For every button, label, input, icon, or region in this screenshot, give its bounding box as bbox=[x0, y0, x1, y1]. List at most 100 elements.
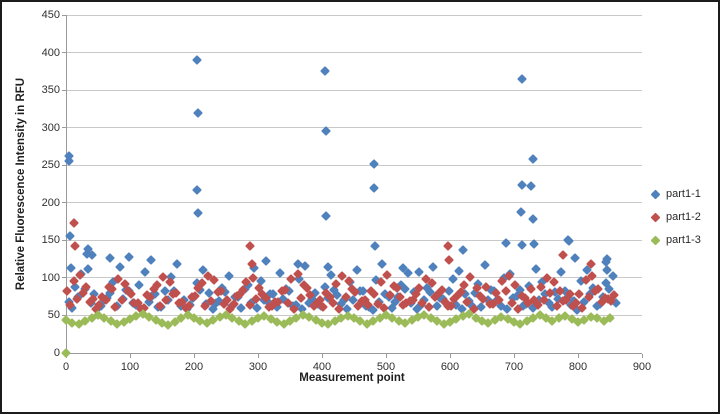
gridline bbox=[66, 202, 642, 204]
data-point bbox=[69, 218, 80, 228]
data-point bbox=[134, 280, 144, 291]
y-tick-label: 250 bbox=[41, 159, 60, 172]
y-tick-label: 350 bbox=[41, 84, 60, 97]
data-point bbox=[146, 254, 157, 265]
gridline bbox=[66, 164, 642, 166]
x-tick-mark bbox=[513, 354, 515, 358]
data-point bbox=[192, 185, 203, 195]
gridline bbox=[66, 14, 642, 16]
legend-diamond-icon bbox=[650, 189, 661, 200]
x-tick-label: 100 bbox=[120, 361, 140, 373]
legend-label: part1-1 bbox=[666, 188, 701, 200]
legend: part1-1 part1-2 part1-3 bbox=[650, 188, 701, 257]
legend-diamond-icon bbox=[650, 212, 661, 223]
data-point bbox=[516, 179, 527, 190]
y-tick-label: 150 bbox=[41, 234, 60, 247]
x-tick-label: 500 bbox=[376, 361, 396, 373]
data-point bbox=[454, 266, 464, 277]
data-point bbox=[557, 250, 568, 261]
y-axis-line bbox=[66, 15, 67, 353]
x-tick-label: 800 bbox=[568, 361, 588, 373]
x-tick-label: 200 bbox=[184, 361, 204, 373]
x-tick-mark bbox=[449, 354, 451, 358]
data-point bbox=[87, 250, 98, 261]
legend-diamond-icon bbox=[650, 235, 661, 246]
x-tick-mark bbox=[129, 354, 131, 358]
y-tick-mark bbox=[62, 239, 66, 241]
data-point bbox=[570, 252, 581, 263]
data-point bbox=[123, 251, 134, 262]
data-point bbox=[443, 240, 454, 251]
data-point bbox=[192, 55, 203, 66]
x-tick-label: 700 bbox=[504, 361, 524, 373]
x-tick-mark bbox=[257, 354, 259, 358]
y-tick-label: 400 bbox=[41, 46, 60, 59]
data-point bbox=[428, 262, 439, 273]
y-tick-label: 100 bbox=[41, 271, 60, 284]
data-point bbox=[516, 73, 527, 84]
data-point bbox=[140, 266, 151, 277]
data-point bbox=[260, 256, 271, 267]
data-point bbox=[526, 181, 537, 192]
y-tick-label: 50 bbox=[47, 309, 60, 322]
data-point bbox=[351, 264, 362, 275]
x-tick-mark bbox=[321, 354, 323, 358]
data-point bbox=[104, 253, 115, 264]
x-tick-mark bbox=[641, 354, 643, 358]
data-point bbox=[500, 286, 511, 297]
data-point bbox=[556, 266, 567, 277]
data-point bbox=[465, 272, 476, 283]
data-point bbox=[114, 261, 125, 272]
data-point bbox=[516, 239, 527, 250]
y-tick-mark bbox=[62, 202, 66, 204]
legend-item: part1-2 bbox=[650, 211, 701, 224]
x-tick-label: 400 bbox=[312, 361, 332, 373]
data-point bbox=[528, 214, 539, 225]
data-point bbox=[223, 270, 234, 281]
data-point bbox=[527, 154, 538, 165]
data-point bbox=[172, 259, 183, 270]
data-point bbox=[479, 260, 490, 271]
gridline bbox=[66, 277, 642, 279]
data-point bbox=[70, 240, 80, 251]
y-tick-mark bbox=[62, 127, 66, 129]
data-point bbox=[526, 284, 537, 295]
data-point bbox=[320, 66, 331, 77]
data-point bbox=[370, 240, 381, 251]
data-point bbox=[564, 236, 574, 247]
data-point bbox=[447, 274, 458, 285]
x-tick-label: 600 bbox=[440, 361, 460, 373]
gridline bbox=[66, 89, 642, 91]
y-tick-label: 0 bbox=[53, 347, 60, 359]
legend-item: part1-3 bbox=[650, 234, 701, 247]
data-point bbox=[368, 159, 379, 170]
data-point bbox=[193, 107, 204, 118]
x-tick-label: 900 bbox=[632, 361, 652, 373]
y-tick-label: 450 bbox=[41, 9, 60, 21]
legend-item: part1-1 bbox=[650, 188, 701, 201]
y-axis-title: Relative Fluorescence Intensity in RFU bbox=[15, 77, 27, 291]
data-point bbox=[413, 266, 424, 277]
data-point bbox=[245, 241, 256, 252]
data-point bbox=[66, 263, 77, 274]
x-tick-mark bbox=[193, 354, 195, 358]
data-point bbox=[444, 254, 455, 265]
data-point bbox=[192, 207, 203, 218]
data-point bbox=[530, 263, 541, 274]
legend-label: part1-2 bbox=[666, 211, 701, 223]
data-point bbox=[368, 182, 379, 193]
data-point bbox=[457, 245, 468, 256]
y-tick-label: 300 bbox=[41, 121, 60, 134]
y-tick-label: 200 bbox=[41, 196, 60, 209]
y-tick-mark bbox=[62, 164, 66, 166]
y-tick-mark bbox=[62, 89, 66, 91]
data-point bbox=[516, 206, 526, 217]
gridline bbox=[66, 52, 642, 54]
y-tick-mark bbox=[62, 277, 66, 279]
data-point bbox=[548, 277, 559, 288]
legend-label: part1-3 bbox=[666, 234, 701, 246]
x-tick-label: 0 bbox=[62, 361, 70, 373]
x-tick-mark bbox=[577, 354, 579, 358]
y-tick-mark bbox=[62, 52, 66, 54]
